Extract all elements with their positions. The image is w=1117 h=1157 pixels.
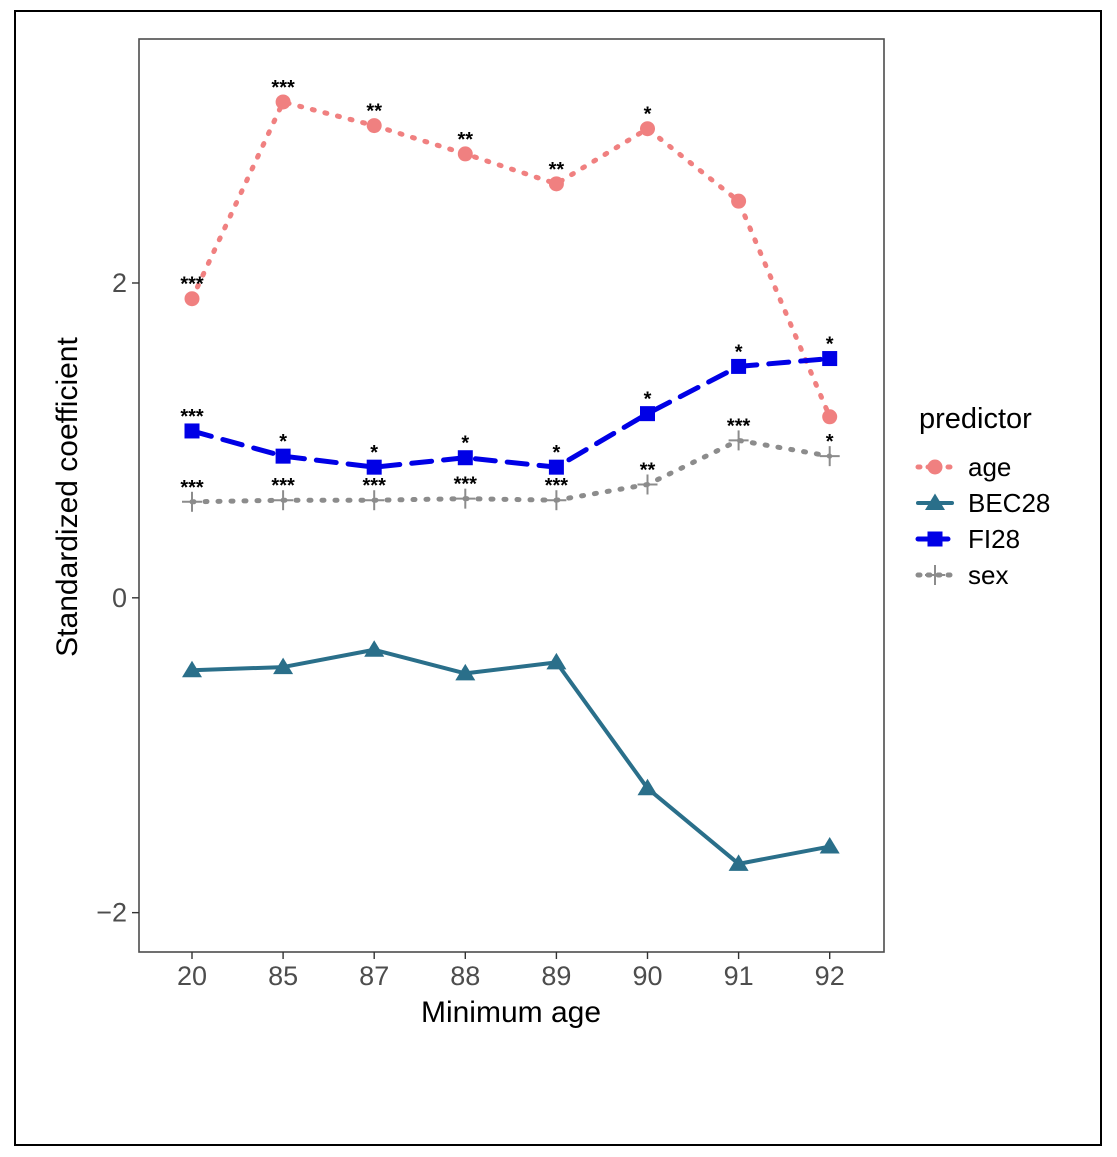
significance-label-sex: *** <box>545 475 569 497</box>
x-tick-label: 20 <box>177 961 207 991</box>
data-point-bec28 <box>273 657 294 675</box>
legend-key-marker-bec28 <box>925 493 945 510</box>
data-point-age <box>457 146 473 162</box>
figure-border <box>14 10 1102 1146</box>
series-line-sex <box>189 437 833 505</box>
significance-label-fi28: * <box>370 442 378 464</box>
plot-panel <box>138 38 885 953</box>
significance-label-sex: *** <box>180 477 204 499</box>
data-point-age <box>548 176 564 192</box>
data-point-fi28 <box>366 459 382 475</box>
series-line-bec28 <box>190 647 832 866</box>
significance-label-age: ** <box>549 159 565 181</box>
data-point-bec28 <box>819 837 840 854</box>
legend: age BEC28 FI28 sex <box>915 452 1050 590</box>
y-axis-title: Standardized coefficient <box>51 337 84 657</box>
data-point-age <box>184 291 200 307</box>
data-point-age <box>731 193 747 209</box>
data-point-sex <box>728 430 749 451</box>
data-point-bec28 <box>182 660 202 678</box>
significance-label-age: * <box>644 104 652 126</box>
data-point-sex <box>182 491 202 512</box>
legend-key-marker-age <box>927 459 943 475</box>
data-point-sex <box>819 446 840 467</box>
significance-label-fi28: * <box>279 431 287 453</box>
legend-title: predictor <box>919 403 1032 435</box>
significance-label-sex: *** <box>271 475 295 497</box>
data-point-fi28 <box>731 358 747 374</box>
significance-label-fi28: *** <box>180 406 204 428</box>
significance-label-age: ** <box>458 129 474 151</box>
data-point-fi28 <box>548 459 564 475</box>
significance-label-age: ** <box>366 101 382 123</box>
data-point-fi28 <box>822 351 838 367</box>
data-point-sex <box>455 488 476 509</box>
x-tick-label: 92 <box>815 961 845 991</box>
data-point-age <box>366 118 382 134</box>
y-tick-label: 0 <box>112 583 127 613</box>
x-axis-title: Minimum age <box>421 996 601 1029</box>
data-point-fi28 <box>640 406 655 422</box>
significance-label-age: *** <box>180 274 204 296</box>
data-point-sex <box>546 490 567 511</box>
significance-label-sex: ** <box>640 459 656 481</box>
significance-label-sex: *** <box>454 474 478 496</box>
significance-label-sex: *** <box>363 475 387 497</box>
data-point-sex <box>637 474 658 495</box>
legend-key-marker-fi28 <box>927 531 943 547</box>
significance-label-age: *** <box>271 77 295 99</box>
significance-label-sex: * <box>826 431 834 453</box>
data-point-sex <box>273 490 294 511</box>
significance-label-fi28: * <box>553 442 561 464</box>
data-point-bec28 <box>728 854 749 871</box>
data-point-fi28 <box>184 423 200 439</box>
significance-label-fi28: * <box>644 389 652 411</box>
y-tick-label: 2 <box>112 268 127 298</box>
significance-label-fi28: * <box>735 341 743 363</box>
data-point-fi28 <box>457 450 473 466</box>
x-tick-label: 90 <box>632 961 662 991</box>
legend-label-age: age <box>968 452 1011 482</box>
significance-label-sex: *** <box>727 415 751 437</box>
data-point-age <box>275 94 291 110</box>
data-point-bec28 <box>546 652 567 670</box>
significance-label-fi28: * <box>826 334 834 356</box>
legend-key-marker-sex <box>925 565 945 585</box>
x-tick-label: 88 <box>450 961 480 991</box>
significance-label-fi28: * <box>461 433 469 455</box>
series-line-age <box>189 99 833 420</box>
x-tick-label: 89 <box>541 961 571 991</box>
data-point-fi28 <box>275 448 291 464</box>
legend-label-bec28: BEC28 <box>968 488 1050 518</box>
data-point-age <box>640 121 655 137</box>
y-tick-label: −2 <box>96 898 127 928</box>
x-tick-label: 85 <box>268 961 298 991</box>
data-point-sex <box>364 490 385 511</box>
legend-label-sex: sex <box>968 560 1008 590</box>
data-point-bec28 <box>637 778 658 796</box>
data-point-bec28 <box>455 663 476 681</box>
x-tick-label: 91 <box>724 961 754 991</box>
data-point-bec28 <box>364 640 385 657</box>
data-point-age <box>822 409 838 425</box>
series-line-fi28 <box>189 356 833 470</box>
legend-label-fi28: FI28 <box>968 524 1020 554</box>
x-tick-label: 87 <box>359 961 389 991</box>
